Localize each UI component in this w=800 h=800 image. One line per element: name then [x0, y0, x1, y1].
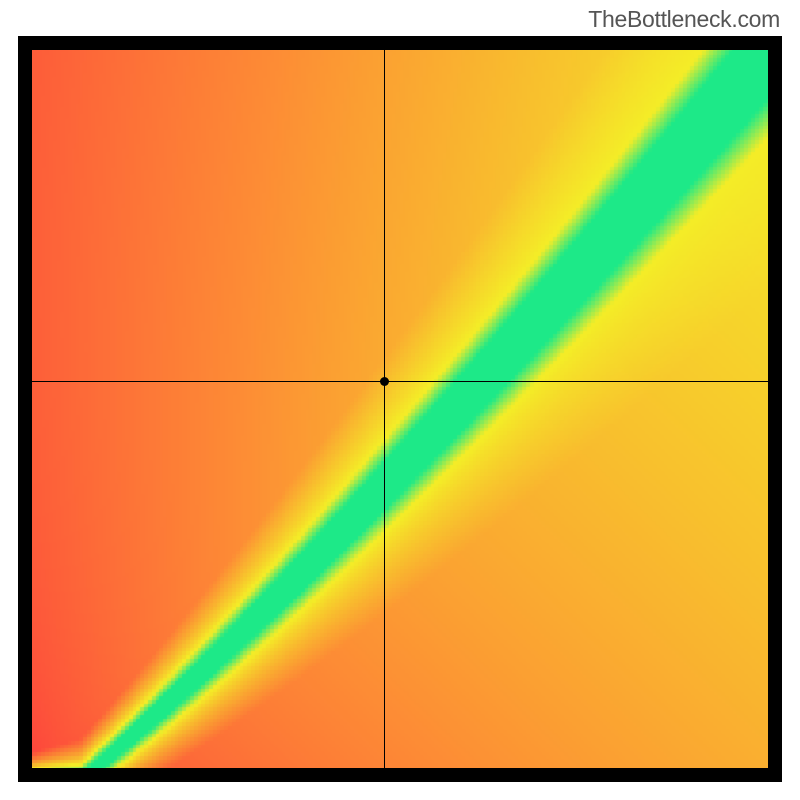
heatmap-canvas — [18, 36, 782, 782]
chart-container: TheBottleneck.com — [0, 0, 800, 800]
plot-area — [18, 36, 782, 782]
watermark-text: TheBottleneck.com — [588, 6, 780, 33]
